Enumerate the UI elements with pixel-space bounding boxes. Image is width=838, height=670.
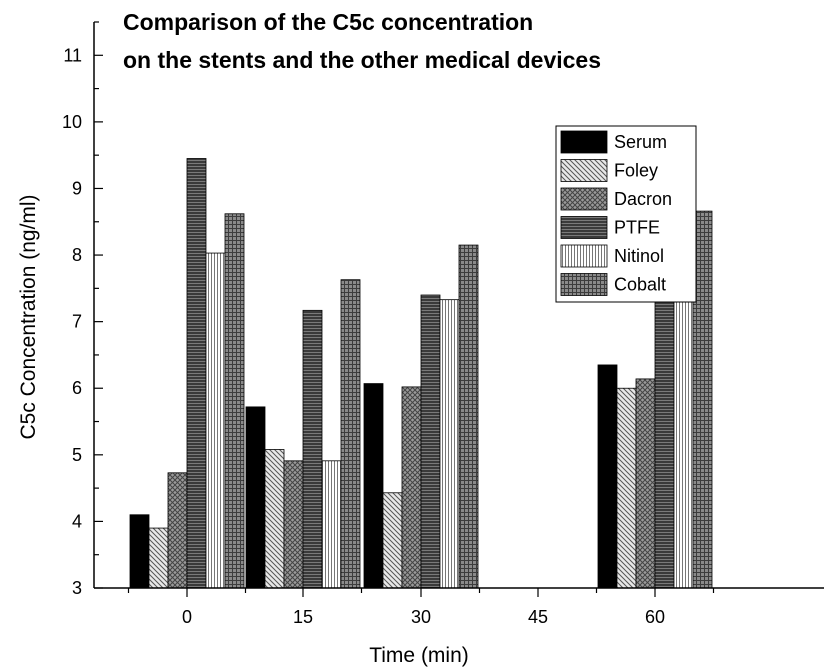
y-tick-label: 8: [72, 245, 82, 265]
bar-cobalt-30: [458, 244, 479, 589]
bar-ptfe-0: [186, 158, 207, 589]
legend-swatch-foley: [560, 159, 608, 182]
bar-ptfe-15: [302, 309, 323, 589]
y-tick-label: 9: [72, 178, 82, 198]
x-tick-label: 0: [182, 607, 192, 627]
x-tick-label: 30: [411, 607, 431, 627]
bar-foley-30: [382, 492, 403, 589]
legend-label-dacron: Dacron: [614, 189, 672, 209]
y-tick-label: 10: [62, 112, 82, 132]
y-tick-label: 5: [72, 445, 82, 465]
bar-dacron-0: [167, 472, 188, 589]
y-ticks-group: 3 4 5 6 7 8 9 10 11: [62, 21, 103, 598]
bar-ptfe-30: [420, 294, 441, 589]
legend: Serum Foley Dacron PTFE Nitinol Cobalt: [555, 125, 697, 303]
bar-dacron-30: [401, 386, 422, 589]
chart-title: Comparison of the C5c concentration: [123, 9, 533, 35]
bar-foley-15: [264, 449, 285, 589]
bar-serum-15: [245, 406, 266, 589]
y-tick-label: 7: [72, 312, 82, 332]
bar-ptfe-60: [654, 276, 675, 589]
bar-cobalt-0: [224, 213, 245, 589]
x-tick-label: 60: [645, 607, 665, 627]
bar-nitinol-30: [439, 299, 460, 589]
legend-label-foley: Foley: [614, 161, 658, 181]
legend-swatch-nitinol: [560, 244, 608, 268]
y-tick-label: 3: [72, 578, 82, 598]
bar-foley-0: [148, 527, 169, 589]
legend-swatch-ptfe: [560, 216, 608, 239]
legend-label-ptfe: PTFE: [614, 218, 660, 238]
bar-dacron-60: [635, 378, 656, 589]
x-tick-label: 15: [293, 607, 313, 627]
x-axis-title: Time (min): [369, 644, 469, 667]
y-tick-label: 6: [72, 378, 82, 398]
legend-label-cobalt: Cobalt: [614, 275, 666, 295]
bar-nitinol-15: [321, 460, 342, 589]
bar-nitinol-0: [205, 252, 226, 589]
legend-swatch-cobalt: [560, 273, 608, 296]
legend-label-nitinol: Nitinol: [614, 246, 664, 266]
bar-serum-60: [597, 364, 618, 589]
bar-serum-30: [363, 383, 384, 589]
legend-box: [555, 125, 697, 303]
bar-cobalt-15: [340, 279, 361, 589]
bars-group: [129, 158, 713, 589]
y-axis-title: C5c Concentration (ng/ml): [17, 194, 40, 439]
legend-swatch-serum: [560, 130, 608, 154]
chart-subtitle: on the stents and the other medical devi…: [123, 47, 601, 73]
legend-swatch-dacron: [560, 187, 608, 211]
x-ticks-group: 0 15 30 45 60: [127, 588, 715, 627]
y-tick-label: 4: [72, 511, 82, 531]
y-tick-label: 11: [63, 45, 82, 65]
legend-label-serum: Serum: [614, 132, 667, 152]
bar-serum-0: [129, 514, 150, 589]
bar-foley-60: [616, 387, 637, 589]
x-tick-label: 45: [528, 607, 548, 627]
bar-dacron-15: [283, 460, 304, 589]
